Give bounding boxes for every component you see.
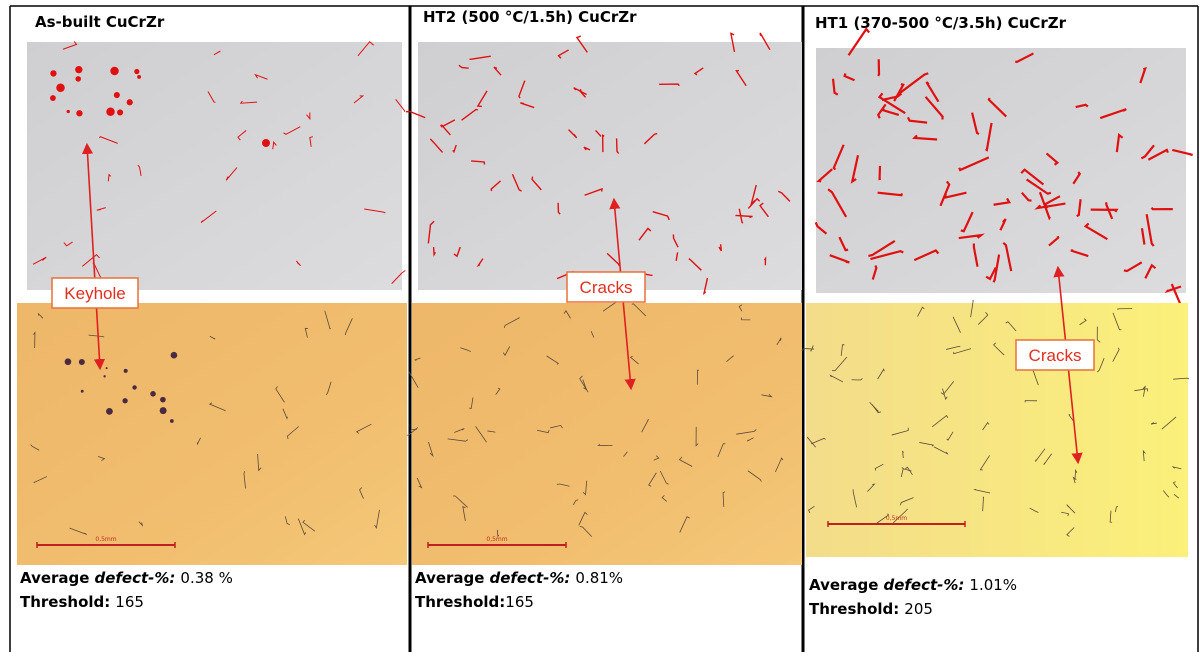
defect: [160, 397, 166, 403]
optical-image: [806, 303, 1188, 557]
defect-term: defect-%:: [489, 569, 570, 587]
segmented-image: [418, 42, 802, 290]
panel-title: HT2 (500 °C/1.5h) CuCrZr: [423, 8, 637, 26]
defect-term: defect-%:: [94, 569, 175, 587]
defect-prefix: Average: [20, 569, 89, 587]
defect-value: 1.01%: [969, 576, 1017, 594]
defect: [262, 139, 270, 147]
scale-label: 0,5mm: [95, 536, 116, 543]
figure: As-built CuCrZr 0,5mm Keyhole Average defect…: [0, 0, 1200, 652]
defect-prefix: Average: [415, 569, 484, 587]
defect: [103, 375, 105, 377]
defect-value: 0.81%: [575, 569, 623, 587]
defect: [56, 84, 65, 93]
defect: [67, 110, 70, 113]
threshold-label: Threshold:: [809, 600, 899, 618]
threshold-label: Threshold:: [415, 593, 505, 611]
defect: [134, 69, 139, 74]
defect-prefix: Average: [809, 576, 878, 594]
threshold-line: Threshold: 205: [809, 600, 933, 618]
defect: [878, 59, 879, 76]
defect: [114, 92, 120, 98]
defect: [79, 359, 85, 365]
defect: [106, 107, 114, 115]
scale-label: 0,5mm: [886, 515, 907, 522]
defect: [65, 358, 72, 365]
threshold-line: Threshold: 165: [20, 593, 144, 611]
defect: [75, 66, 82, 73]
defect-line: Average defect-%: 0.81%: [415, 569, 623, 587]
defect: [50, 95, 56, 101]
panel-title: As-built CuCrZr: [35, 13, 165, 31]
defect: [110, 67, 118, 75]
defect: [50, 70, 56, 76]
defect-line: Average defect-%: 0.38 %: [20, 569, 233, 587]
threshold-value: 165: [115, 593, 144, 611]
defect: [117, 109, 123, 115]
defect: [880, 166, 881, 179]
defect: [127, 99, 133, 105]
defect-value: 0.38 %: [180, 569, 232, 587]
defect: [122, 398, 127, 403]
defect: [81, 390, 84, 393]
threshold-value: 205: [904, 600, 933, 618]
threshold-label: Threshold:: [20, 593, 110, 611]
defect-line: Average defect-%: 1.01%: [809, 576, 1017, 594]
callout-label: Keyhole: [64, 284, 125, 303]
defect: [132, 385, 136, 389]
defect: [76, 110, 82, 116]
threshold-value: 165: [505, 593, 534, 611]
panel-title: HT1 (370-500 °C/3.5h) CuCrZr: [815, 14, 1067, 32]
optical-image: [412, 303, 802, 565]
defect: [106, 367, 108, 369]
scale-label: 0,5mm: [486, 536, 507, 543]
segmented-image: [27, 42, 402, 290]
callout-label: Cracks: [580, 278, 633, 297]
defect: [171, 352, 178, 359]
defect: [150, 391, 156, 397]
defect: [170, 419, 174, 423]
defect: [160, 407, 167, 414]
defect: [75, 76, 81, 82]
optical-image: [17, 303, 407, 565]
defect-term: defect-%:: [883, 576, 964, 594]
threshold-line: Threshold:165: [415, 593, 534, 611]
callout-label: Cracks: [1029, 346, 1082, 365]
defect: [106, 408, 113, 415]
defect: [137, 75, 141, 79]
defect: [124, 369, 128, 373]
